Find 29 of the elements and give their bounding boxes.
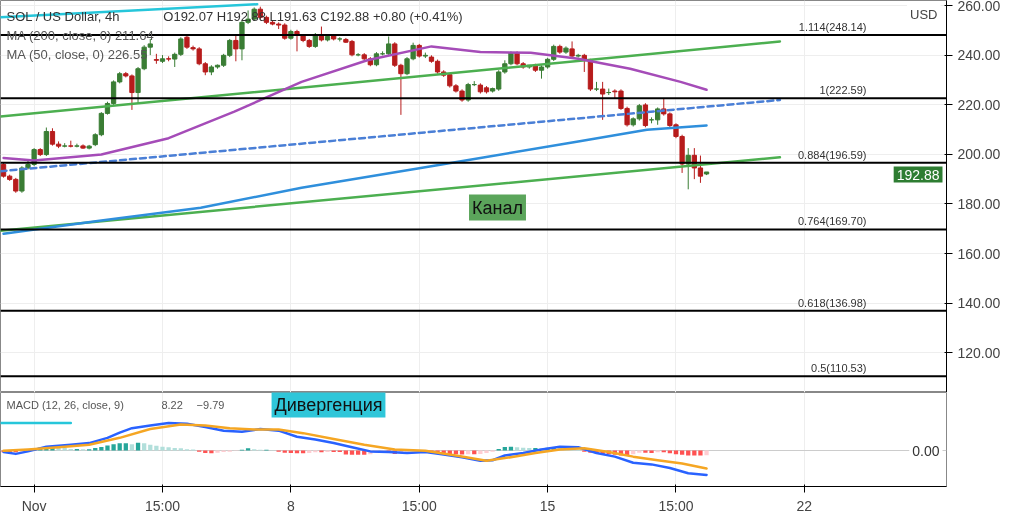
x-tick-label: 8 [286,497,295,513]
annotation: 192.88 [896,166,940,183]
y-tick-label: 140.00 [957,295,1001,312]
y-tick-label: 120.00 [957,344,1001,361]
x-tick-label: Nov [21,497,47,513]
x-tick-label: 22 [796,497,813,513]
annotation: Канал [472,197,523,218]
x-tick-label: 15:00 [401,497,437,513]
ref-line-label: 0.884(196.59) [798,148,867,161]
x-tick-label: 15 [539,497,556,513]
y-tick-label: 180.00 [957,195,1001,212]
y-tick-label: 240.00 [957,47,1001,64]
x-tick-label: 15:00 [658,497,694,513]
x-tick-label: 15:00 [144,497,181,513]
y-tick-label: 160.00 [957,245,1001,262]
y-tick-label: 260.00 [957,0,1001,14]
annotation: 0.00 [912,442,940,459]
ref-line-label: 0.5(110.53) [811,362,867,375]
y-axis-title: USD [910,7,938,22]
text: MACD (12, 26, close, 9) [6,398,124,411]
y-tick-label: 200.00 [957,146,1001,163]
ref-line-label: 1.114(248.14) [798,20,867,33]
ref-line-label: 1(222.59) [819,84,867,97]
ref-line-label: 0.764(169.70) [798,215,867,228]
text: 8.22 [161,398,183,411]
y-tick-label: 220.00 [957,96,1001,113]
text: Дивергенция [274,394,383,415]
text: −9.79 [196,398,225,411]
ref-line-label: 0.618(136.98) [798,296,867,309]
